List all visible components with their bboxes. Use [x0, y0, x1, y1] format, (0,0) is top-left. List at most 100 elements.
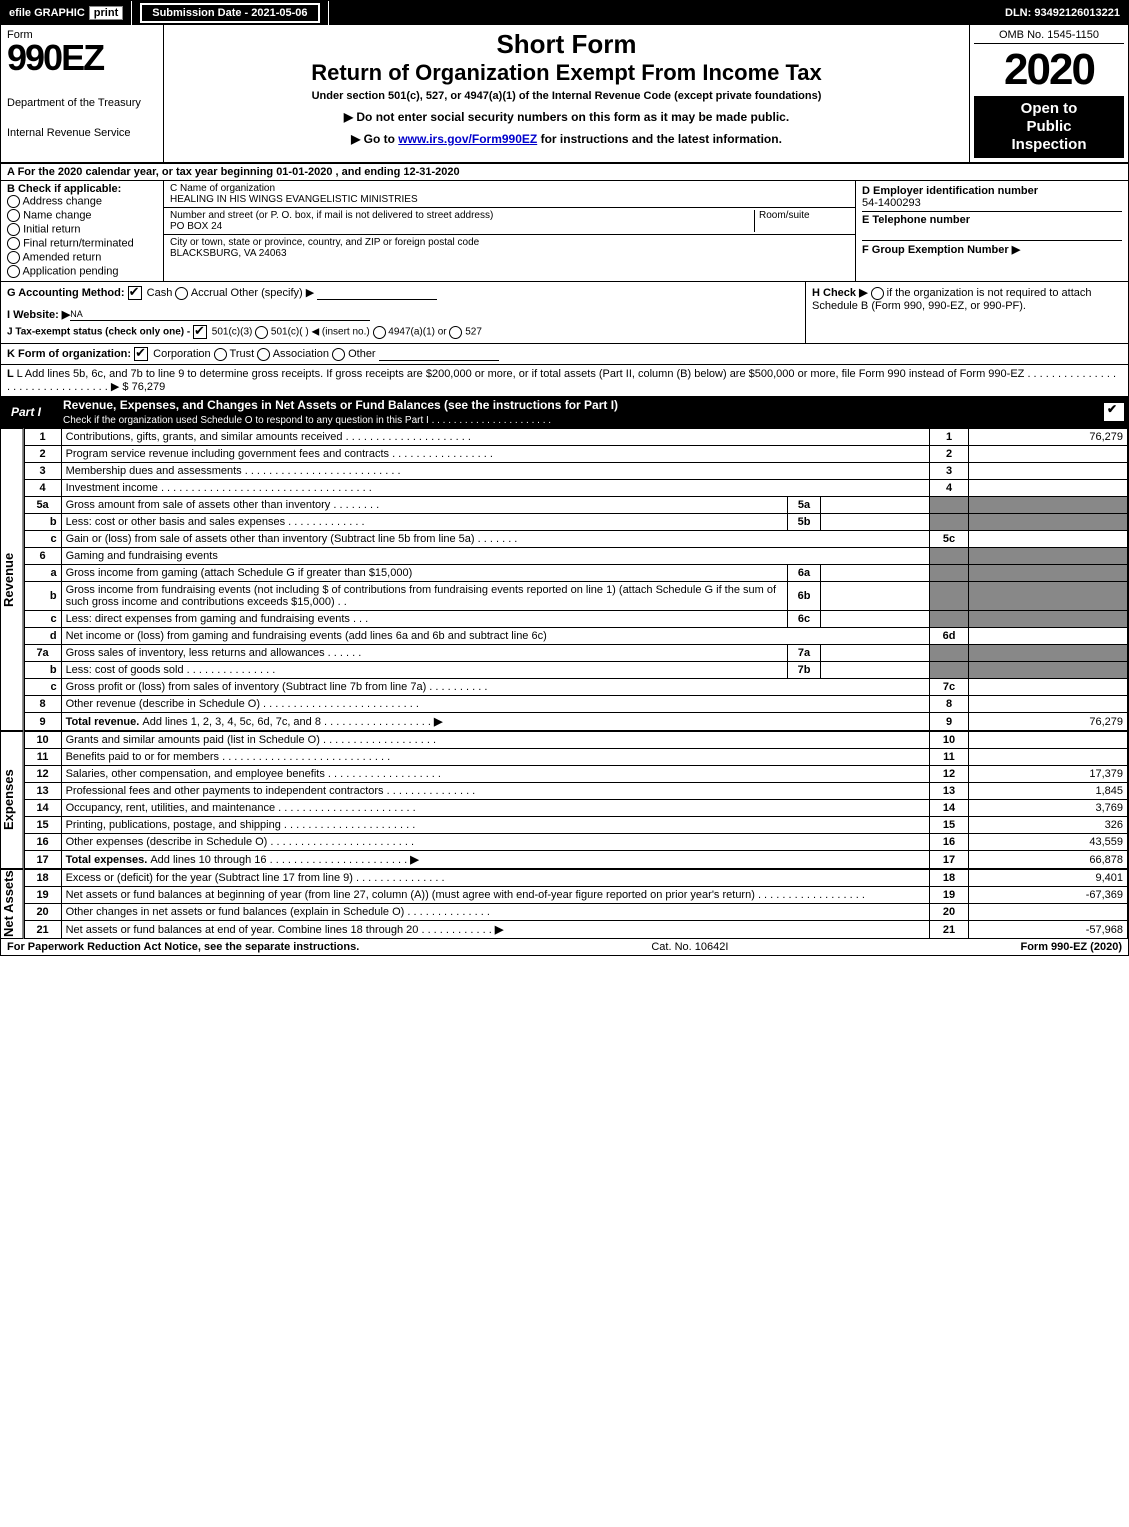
amt-21: -57,968	[969, 921, 1128, 939]
chk-name-change[interactable]: Name change	[7, 209, 157, 222]
street-label: Number and street (or P. O. box, if mail…	[170, 210, 754, 221]
chk-4947[interactable]	[373, 326, 386, 339]
city-label: City or town, state or province, country…	[170, 237, 849, 248]
row-6: 6Gaming and fundraising events	[24, 548, 1127, 565]
chk-trust[interactable]	[214, 348, 227, 361]
chk-accrual[interactable]	[175, 287, 188, 300]
col-b-title: B Check if applicable:	[7, 183, 157, 195]
g-i-j-col: G Accounting Method: Cash Accrual Other …	[1, 282, 805, 343]
top-strip: efile GRAPHIC print Submission Date - 20…	[1, 1, 1128, 25]
arrow2-pre: ▶ Go to	[351, 132, 398, 146]
row-7c: cGross profit or (loss) from sales of in…	[24, 679, 1127, 696]
irs-link[interactable]: www.irs.gov/Form990EZ	[398, 132, 537, 146]
d-ein: D Employer identification number 54-1400…	[862, 183, 1122, 212]
chk-527[interactable]	[449, 326, 462, 339]
amt-14: 3,769	[969, 800, 1128, 817]
l-row: L L Add lines 5b, 6c, and 7b to line 9 t…	[1, 365, 1128, 396]
row-org-name: C Name of organization HEALING IN HIS WI…	[164, 181, 855, 208]
netassets-table: 18Excess or (deficit) for the year (Subt…	[24, 869, 1128, 939]
row-city: City or town, state or province, country…	[164, 235, 855, 261]
part-1-schedule-o-check[interactable]	[1104, 403, 1124, 421]
chk-other-org[interactable]	[332, 348, 345, 361]
row-5b: bLess: cost or other basis and sales exp…	[24, 514, 1127, 531]
chk-501c3[interactable]	[193, 325, 207, 339]
open-to-public-box: Open to Public Inspection	[974, 96, 1124, 158]
amt-2	[969, 446, 1128, 463]
row-7a: 7aGross sales of inventory, less returns…	[24, 645, 1127, 662]
other-specify-line[interactable]	[317, 299, 437, 300]
website-value: NA	[70, 309, 83, 319]
chk-501c[interactable]	[255, 326, 268, 339]
chk-assoc[interactable]	[257, 348, 270, 361]
row-14: 14Occupancy, rent, utilities, and mainte…	[24, 800, 1127, 817]
row-20: 20Other changes in net assets or fund ba…	[24, 904, 1127, 921]
header-right: OMB No. 1545-1150 2020 Open to Public In…	[969, 25, 1128, 162]
footer-right: Form 990-EZ (2020)	[1020, 941, 1122, 953]
chk-cash[interactable]	[128, 286, 142, 300]
h-col: H Check ▶ if the organization is not req…	[805, 282, 1128, 343]
under-section: Under section 501(c), 527, or 4947(a)(1)…	[172, 90, 961, 102]
row-1: 1Contributions, gifts, grants, and simil…	[24, 429, 1127, 446]
chk-address-change[interactable]: Address change	[7, 195, 157, 208]
row-18: 18Excess or (deficit) for the year (Subt…	[24, 870, 1127, 887]
amt-15: 326	[969, 817, 1128, 834]
amt-12: 17,379	[969, 766, 1128, 783]
row-13: 13Professional fees and other payments t…	[24, 783, 1127, 800]
chk-h[interactable]	[871, 287, 884, 300]
row-9: 9Total revenue. Total revenue. Add lines…	[24, 713, 1127, 731]
return-title: Return of Organization Exempt From Incom…	[172, 60, 961, 86]
arrow-line-2: ▶ Go to www.irs.gov/Form990EZ for instru…	[172, 132, 961, 146]
row-8: 8Other revenue (describe in Schedule O) …	[24, 696, 1127, 713]
amt-5c	[969, 531, 1128, 548]
revenue-table: 1Contributions, gifts, grants, and simil…	[24, 428, 1128, 731]
row-6b: bGross income from fundraising events (n…	[24, 582, 1127, 611]
side-expenses: Expenses	[1, 731, 24, 869]
amt-3	[969, 463, 1128, 480]
header-middle: Short Form Return of Organization Exempt…	[164, 25, 969, 162]
part-1-header: Part I Revenue, Expenses, and Changes in…	[1, 396, 1128, 428]
chk-amended-return[interactable]: Amended return	[7, 251, 157, 264]
print-button[interactable]: print	[89, 6, 123, 20]
amt-7c	[969, 679, 1128, 696]
amt-6d	[969, 628, 1128, 645]
open-line3: Inspection	[976, 136, 1122, 154]
chk-initial-return[interactable]: Initial return	[7, 223, 157, 236]
short-form-title: Short Form	[172, 29, 961, 60]
room-label: Room/suite	[759, 210, 810, 221]
line-a: A For the 2020 calendar year, or tax yea…	[1, 164, 1128, 181]
form-number: 990EZ	[7, 37, 157, 79]
efile-label: efile GRAPHIC	[9, 7, 85, 19]
col-c: C Name of organization HEALING IN HIS WI…	[164, 181, 855, 281]
part-1-title: Revenue, Expenses, and Changes in Net As…	[59, 396, 1100, 428]
chk-final-return[interactable]: Final return/terminated	[7, 237, 157, 250]
g-h-i-j-block: G Accounting Method: Cash Accrual Other …	[1, 282, 1128, 344]
netassets-block: Net Assets 18Excess or (deficit) for the…	[1, 869, 1128, 939]
row-4: 4Investment income . . . . . . . . . . .…	[24, 480, 1127, 497]
row-6a: aGross income from gaming (attach Schedu…	[24, 565, 1127, 582]
chk-application-pending[interactable]: Application pending	[7, 265, 157, 278]
row-17: 17Total expenses. Add lines 10 through 1…	[24, 851, 1127, 869]
side-net-assets: Net Assets	[1, 869, 24, 939]
expenses-table: 10Grants and similar amounts paid (list …	[24, 731, 1128, 869]
part-1-tag: Part I	[1, 403, 51, 421]
e-label: E Telephone number	[862, 214, 1122, 226]
e-phone: E Telephone number	[862, 212, 1122, 241]
amt-10	[969, 732, 1128, 749]
row-7b: bLess: cost of goods sold . . . . . . . …	[24, 662, 1127, 679]
city-value: BLACKSBURG, VA 24063	[170, 248, 849, 259]
c-label: C Name of organization	[170, 183, 849, 194]
other-org-line[interactable]	[379, 360, 499, 361]
efile-cell: efile GRAPHIC print	[1, 1, 132, 25]
k-row: K Form of organization: Corporation Trus…	[1, 344, 1128, 365]
row-2: 2Program service revenue including gover…	[24, 446, 1127, 463]
arrow2-post: for instructions and the latest informat…	[537, 132, 782, 146]
chk-corp[interactable]	[134, 347, 148, 361]
c-value: HEALING IN HIS WINGS EVANGELISTIC MINIST…	[170, 194, 849, 205]
header-left: Form 990EZ Department of the Treasury In…	[1, 25, 164, 162]
f-group: F Group Exemption Number ▶	[862, 241, 1122, 258]
i-row: I Website: ▶NA	[7, 308, 799, 321]
row-15: 15Printing, publications, postage, and s…	[24, 817, 1127, 834]
g-row: G Accounting Method: Cash Accrual Other …	[7, 286, 799, 300]
amt-9: 76,279	[969, 713, 1128, 731]
col-d-e-f: D Employer identification number 54-1400…	[855, 181, 1128, 281]
